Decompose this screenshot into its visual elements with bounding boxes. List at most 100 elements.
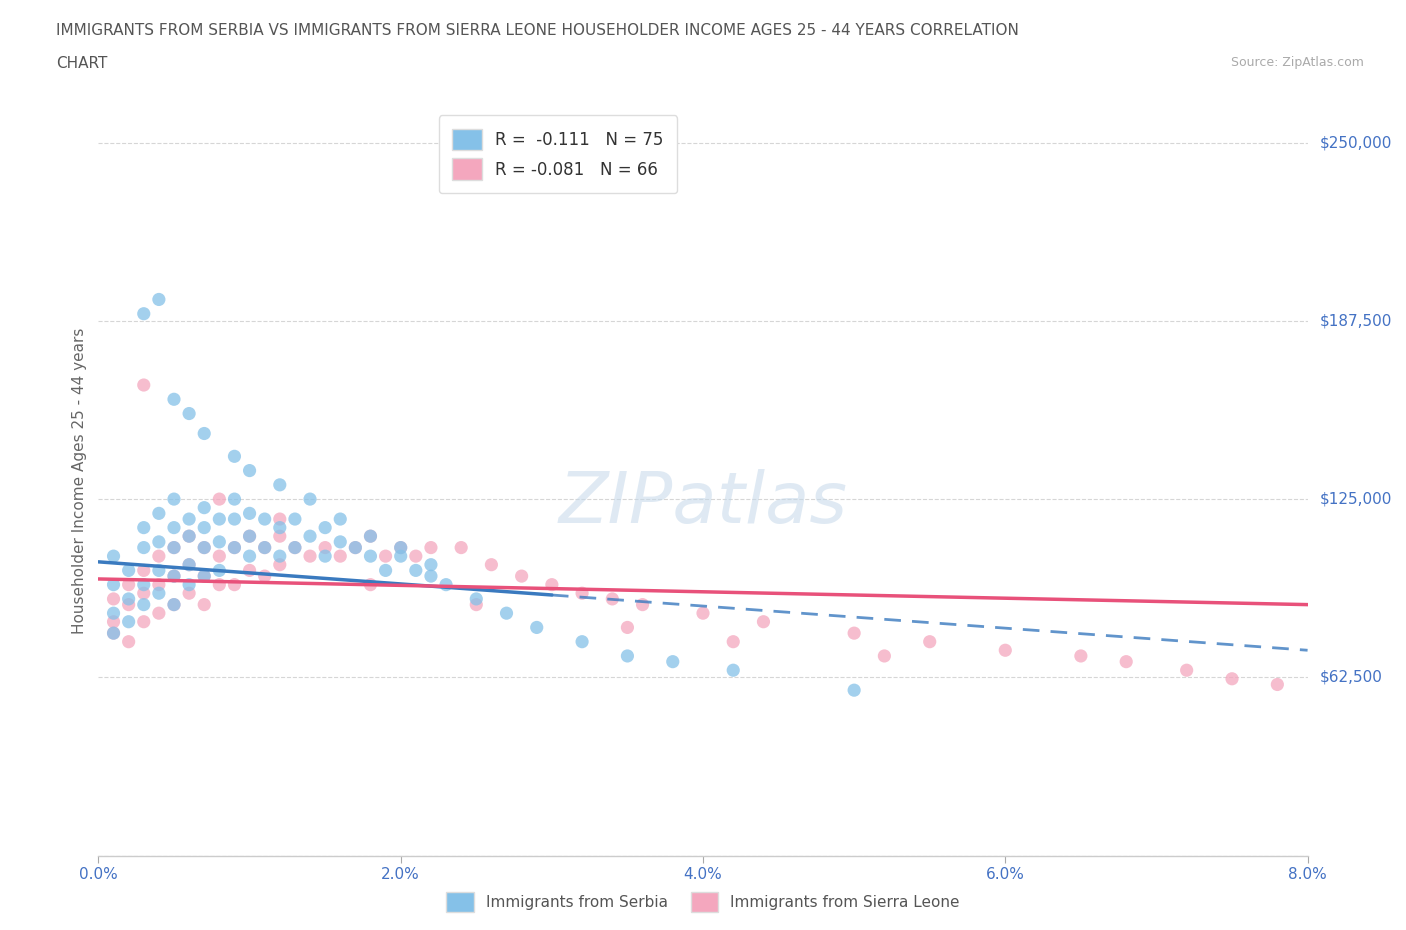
Point <box>179 557 201 572</box>
Point <box>163 568 186 583</box>
Point <box>239 506 262 521</box>
Point <box>434 578 457 592</box>
Point <box>163 392 186 406</box>
Point <box>405 563 427 578</box>
Point <box>994 643 1017 658</box>
Point <box>465 591 488 606</box>
Point <box>360 529 382 544</box>
Point <box>103 578 125 592</box>
Point <box>284 512 307 526</box>
Point <box>510 568 533 583</box>
Point <box>389 549 412 564</box>
Point <box>163 492 186 507</box>
Point <box>118 591 141 606</box>
Point <box>148 578 170 592</box>
Point <box>208 535 231 550</box>
Point <box>299 492 322 507</box>
Point <box>224 578 246 592</box>
Point <box>103 605 125 620</box>
Point <box>208 563 231 578</box>
Text: CHART: CHART <box>56 56 108 71</box>
Point <box>118 578 141 592</box>
Point <box>571 586 593 601</box>
Point <box>103 626 125 641</box>
Point <box>132 520 155 535</box>
Point <box>118 563 141 578</box>
Point <box>148 292 170 307</box>
Point <box>179 529 201 544</box>
Point <box>374 549 396 564</box>
Point <box>420 557 443 572</box>
Point <box>540 578 562 592</box>
Point <box>269 557 291 572</box>
Point <box>873 648 896 663</box>
Point <box>148 535 170 550</box>
Text: $125,000: $125,000 <box>1320 492 1392 507</box>
Point <box>163 597 186 612</box>
Point <box>253 512 276 526</box>
Point <box>481 557 503 572</box>
Point <box>374 563 396 578</box>
Point <box>465 597 488 612</box>
Point <box>179 512 201 526</box>
Point <box>389 540 412 555</box>
Text: $250,000: $250,000 <box>1320 135 1392 150</box>
Point <box>1220 671 1243 686</box>
Point <box>179 529 201 544</box>
Point <box>253 540 276 555</box>
Point <box>752 615 775 630</box>
Point <box>420 540 443 555</box>
Point <box>1175 663 1198 678</box>
Point <box>193 597 215 612</box>
Point <box>193 520 215 535</box>
Point <box>269 549 291 564</box>
Point <box>284 540 307 555</box>
Point <box>723 634 745 649</box>
Point <box>661 654 683 669</box>
Point <box>269 520 291 535</box>
Point <box>208 549 231 564</box>
Point <box>360 578 382 592</box>
Point <box>179 557 201 572</box>
Point <box>269 512 291 526</box>
Point <box>344 540 367 555</box>
Point <box>132 615 155 630</box>
Point <box>224 492 246 507</box>
Legend: R =  -0.111   N = 75, R = -0.081   N = 66: R = -0.111 N = 75, R = -0.081 N = 66 <box>439 115 678 193</box>
Point <box>132 597 155 612</box>
Point <box>193 540 215 555</box>
Point <box>163 540 186 555</box>
Point <box>103 591 125 606</box>
Point <box>179 578 201 592</box>
Point <box>118 615 141 630</box>
Point <box>1115 654 1137 669</box>
Point <box>299 549 322 564</box>
Point <box>844 626 866 641</box>
Point <box>148 506 170 521</box>
Point <box>420 568 443 583</box>
Point <box>314 549 336 564</box>
Point <box>616 648 638 663</box>
Point <box>163 568 186 583</box>
Point <box>1267 677 1289 692</box>
Point <box>239 529 262 544</box>
Point <box>193 568 215 583</box>
Point <box>631 597 654 612</box>
Point <box>163 520 186 535</box>
Point <box>1070 648 1092 663</box>
Point <box>239 549 262 564</box>
Point <box>239 563 262 578</box>
Point <box>148 563 170 578</box>
Point <box>193 568 215 583</box>
Point <box>208 492 231 507</box>
Point <box>208 578 231 592</box>
Point <box>344 540 367 555</box>
Point <box>132 306 155 321</box>
Point <box>918 634 941 649</box>
Text: ZIPatlas: ZIPatlas <box>558 470 848 538</box>
Point <box>844 683 866 698</box>
Point <box>284 540 307 555</box>
Point <box>103 615 125 630</box>
Point <box>450 540 472 555</box>
Point <box>329 535 352 550</box>
